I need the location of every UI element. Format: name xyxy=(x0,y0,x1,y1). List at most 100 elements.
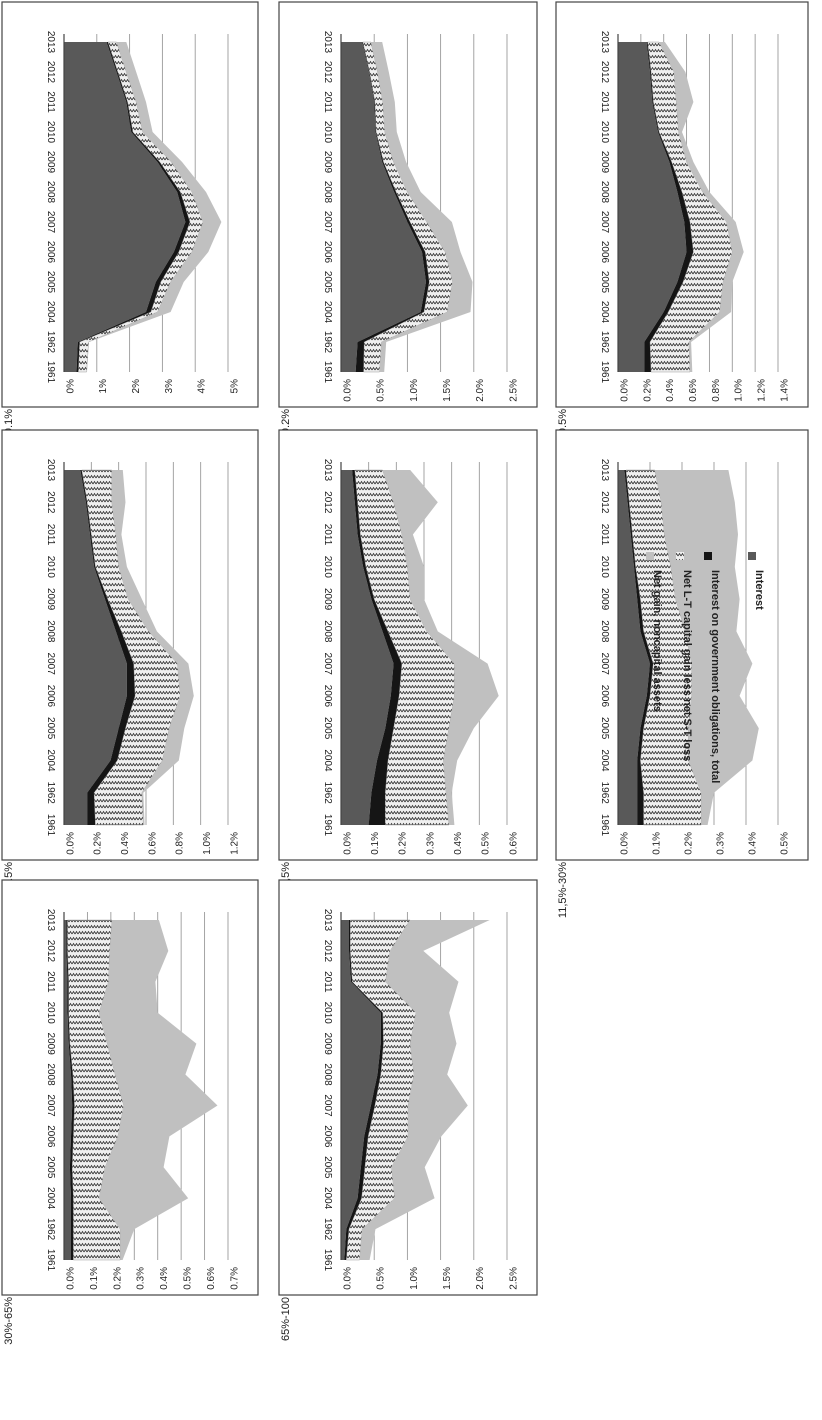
x-tick-label: 2005 xyxy=(45,271,56,294)
area-interest xyxy=(341,42,426,372)
x-tick-label: 2009 xyxy=(322,588,333,611)
x-tick-label: 2008 xyxy=(322,620,333,643)
x-tick-label: 2004 xyxy=(45,749,56,772)
y-tick-label: 1.4% xyxy=(779,379,790,402)
x-tick-label: 2009 xyxy=(45,588,56,611)
area-noncapital-gain xyxy=(659,42,744,372)
x-tick-label: 2012 xyxy=(322,491,333,514)
x-tick-label: 2008 xyxy=(599,620,610,643)
x-tick-label: 2012 xyxy=(322,940,333,963)
area-interest xyxy=(64,42,186,372)
x-tick-label: 1961 xyxy=(322,361,333,384)
y-tick-label: 0.7% xyxy=(229,1267,240,1290)
x-tick-label: 2010 xyxy=(599,556,610,579)
y-tick-label: 0.5% xyxy=(376,1267,387,1290)
area-gov-obligations xyxy=(344,920,384,1260)
x-tick-label: 2007 xyxy=(599,211,610,234)
x-tick-label: 2008 xyxy=(45,1063,56,1086)
area-noncapital-gain xyxy=(370,42,473,372)
legend-label: Interest on government obligations, tota… xyxy=(709,570,721,783)
x-tick-label: 2006 xyxy=(599,241,610,264)
area-interest xyxy=(341,470,394,825)
area-interest xyxy=(618,42,687,372)
x-tick-label: 2011 xyxy=(599,91,610,113)
area-interest xyxy=(64,470,127,825)
y-tick-label: 0.8% xyxy=(175,832,186,855)
x-tick-label: 2012 xyxy=(322,61,333,84)
x-tick-label: 2006 xyxy=(45,1125,56,1148)
x-tick-label: 1961 xyxy=(322,1249,333,1272)
area-interest xyxy=(341,920,381,1260)
legend-label: Interest xyxy=(753,570,765,610)
y-tick-label: 0.1% xyxy=(370,832,381,855)
x-tick-label: 1962 xyxy=(599,782,610,805)
x-tick-label: 1962 xyxy=(45,1218,56,1241)
y-tick-label: 0.2% xyxy=(398,832,409,855)
x-tick-label: 1961 xyxy=(599,361,610,384)
x-tick-label: 2009 xyxy=(599,588,610,611)
y-tick-label: 0.6% xyxy=(688,379,699,402)
area-gov-obligations xyxy=(352,470,402,825)
x-tick-label: 2007 xyxy=(322,1094,333,1117)
y-tick-label: 0.2% xyxy=(93,832,104,855)
x-tick-label: 2010 xyxy=(45,1002,56,1025)
x-tick-label: 1961 xyxy=(45,814,56,837)
legend-swatch xyxy=(748,552,756,560)
x-tick-label: 2009 xyxy=(322,151,333,174)
chart-panel: 30%-65% 0.0% 0.1% 0.2% 0.3% 0.4% 0.5% 0.6% 0.7% 1… xyxy=(1,879,259,1345)
y-tick-label: 0.5% xyxy=(376,379,387,402)
legend: Net gain, noncapital assets Net L-T capit… xyxy=(646,552,765,783)
x-tick-label: 2012 xyxy=(599,61,610,84)
y-tick-label: 0.0% xyxy=(619,832,630,855)
x-tick-label: 2007 xyxy=(45,1094,56,1117)
x-tick-label: 2008 xyxy=(45,620,56,643)
x-tick-label: 2004 xyxy=(599,749,610,772)
x-tick-label: 2007 xyxy=(45,653,56,676)
x-tick-label: 2006 xyxy=(599,685,610,708)
x-tick-label: 2011 xyxy=(45,91,56,113)
x-tick-label: 1962 xyxy=(45,331,56,354)
y-tick-label: 2.0% xyxy=(475,1267,486,1290)
x-tick-label: 2006 xyxy=(322,685,333,708)
y-tick-label: 0.4% xyxy=(120,832,131,855)
x-tick-label: 2013 xyxy=(45,909,56,932)
y-tick-label: 0% xyxy=(65,379,76,394)
x-tick-label: 2012 xyxy=(45,61,56,84)
x-tick-label: 2005 xyxy=(322,271,333,294)
x-tick-label: 2013 xyxy=(599,31,610,54)
y-tick-label: 0.0% xyxy=(619,379,630,402)
y-tick-label: 1.5% xyxy=(442,1267,453,1290)
y-tick-label: 2% xyxy=(131,379,142,394)
area-interest xyxy=(64,920,73,1260)
y-tick-label: 0.3% xyxy=(136,1267,147,1290)
chart-panel: 0.2%-0.5%0.0%0.2%0.4%0.6%0.8%1.0%1.2%1.4… xyxy=(555,1,809,463)
y-tick-label: 0.2% xyxy=(112,1267,123,1290)
y-tick-label: 0.6% xyxy=(508,832,519,855)
y-tick-label: 0.2% xyxy=(642,379,653,402)
x-tick-label: 2004 xyxy=(322,749,333,772)
legend-label: Net L-T capital gain less net S-T loss xyxy=(681,570,693,761)
x-tick-label: 2008 xyxy=(322,181,333,204)
x-tick-label: 1962 xyxy=(45,782,56,805)
legend-item: Net gain, noncapital assets xyxy=(646,552,663,712)
y-tick-label: 4% xyxy=(197,379,208,394)
y-tick-label: 0.1% xyxy=(89,1267,100,1290)
x-tick-label: 2006 xyxy=(322,1125,333,1148)
y-tick-label: 0.0% xyxy=(65,832,76,855)
legend-item: Net L-T capital gain less net S-T loss xyxy=(676,552,693,761)
x-tick-label: 2008 xyxy=(45,181,56,204)
x-tick-label: 2010 xyxy=(322,121,333,144)
y-tick-label: 1% xyxy=(98,379,109,394)
x-tick-label: 2006 xyxy=(45,241,56,264)
y-tick-label: 1.0% xyxy=(734,379,745,402)
y-tick-label: 2.0% xyxy=(475,379,486,402)
chart-panel: 0.1% 0% 1% 2% 3% 4% 5% 1961 1962 2004 2005 2006 2007… xyxy=(1,1,259,434)
y-tick-label: 0.1% xyxy=(651,832,662,855)
y-tick-label: 0.4% xyxy=(747,832,758,855)
area-noncapital-gain xyxy=(111,470,194,825)
x-tick-label: 2005 xyxy=(45,1156,56,1179)
x-tick-label: 2009 xyxy=(599,151,610,174)
chart-panel: 65%-100 0.0% 0.5% 1.0% 1.5% 2.0% 2.5% 1961 1962 2… xyxy=(278,879,538,1341)
x-tick-label: 2007 xyxy=(45,211,56,234)
